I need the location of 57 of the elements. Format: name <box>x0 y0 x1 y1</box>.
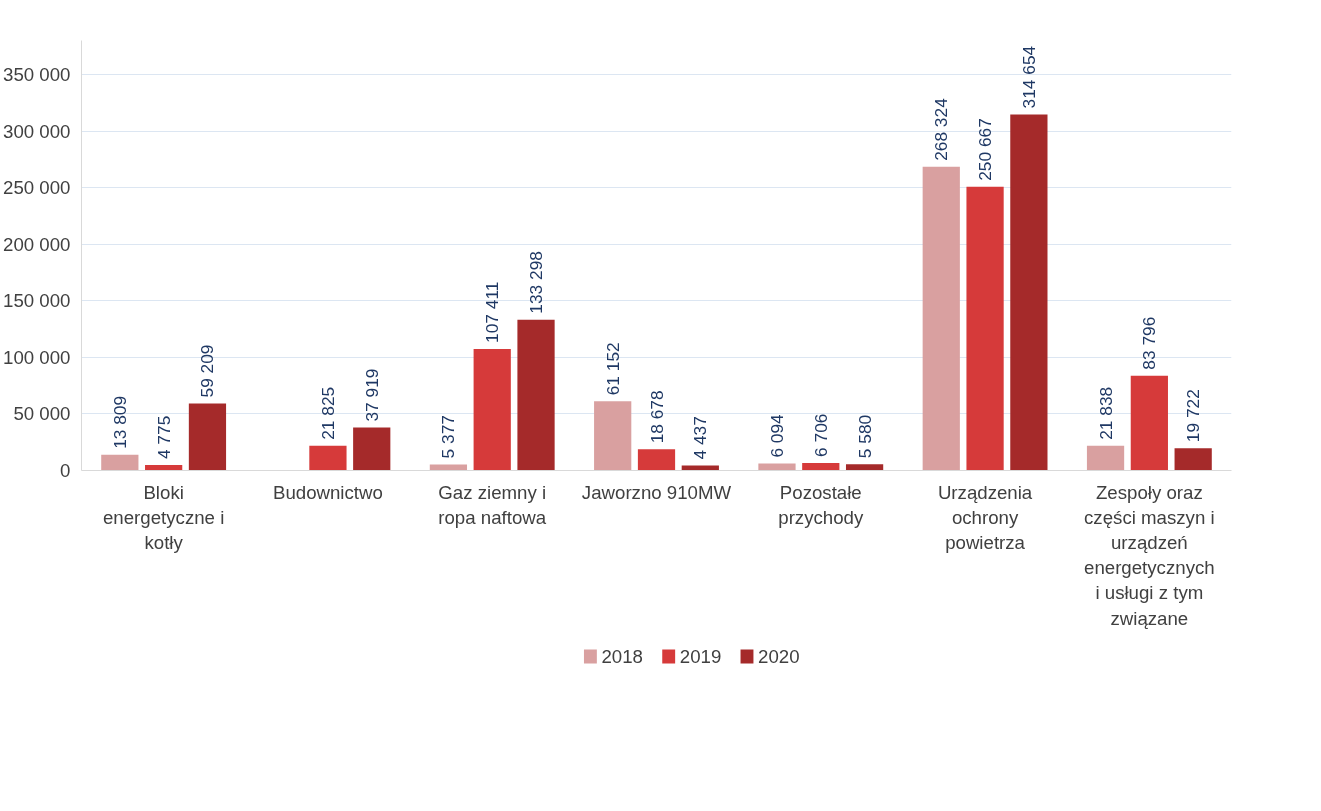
data-label: 268 324 <box>931 97 952 161</box>
x-tick-label: Gaz ziemny i ropa naftowa <box>438 481 547 528</box>
x-tick-label: Bloki energetyczne i kotły <box>102 481 225 553</box>
bar <box>845 464 884 471</box>
data-label: 250 667 <box>975 118 996 181</box>
data-label: 13 809 <box>109 395 130 449</box>
data-label: 5 377 <box>438 415 459 459</box>
x-tick-label: Zespoły oraz części maszyn i urządzeń energetycznych i usługi z tym związane <box>1084 481 1215 629</box>
bar <box>309 445 347 471</box>
x-tick-label: Pozostałe przychody <box>778 481 864 528</box>
y-tick-label: 200 000 <box>3 233 71 255</box>
data-label: 18 678 <box>646 390 667 444</box>
data-label: 21 838 <box>1095 386 1116 440</box>
y-tick-label: 150 000 <box>3 290 71 312</box>
bar <box>1010 114 1048 471</box>
bar <box>681 465 719 471</box>
bar <box>637 449 676 471</box>
y-tick-label: 350 000 <box>3 63 71 85</box>
bar <box>1130 375 1168 471</box>
bar <box>473 348 511 471</box>
bar <box>1174 448 1212 471</box>
data-label: 6 706 <box>810 413 831 457</box>
y-tick-label: 250 000 <box>3 177 71 199</box>
bar <box>188 403 227 471</box>
bar <box>1086 445 1125 471</box>
data-label: 59 209 <box>197 344 218 398</box>
data-label: 5 580 <box>854 414 875 459</box>
bar <box>594 401 632 471</box>
bar <box>922 166 960 471</box>
y-tick-label: 100 000 <box>3 346 71 368</box>
data-label: 19 722 <box>1183 389 1204 443</box>
x-tick-label: Urządzenia ochrony powietrza <box>937 481 1033 553</box>
data-label: 61 152 <box>602 342 623 396</box>
bar <box>429 464 468 471</box>
legend-label: 2018 <box>601 646 643 667</box>
data-label: 4 437 <box>690 416 711 460</box>
data-label: 83 796 <box>1139 316 1160 370</box>
data-label: 21 825 <box>317 386 338 440</box>
data-label: 314 654 <box>1018 45 1039 109</box>
bar <box>353 427 391 471</box>
bar <box>101 454 139 471</box>
data-label: 6 094 <box>766 413 787 458</box>
bar <box>517 319 555 471</box>
bar <box>802 462 840 471</box>
legend-label: 2019 <box>679 646 722 667</box>
legend-label: 2020 <box>758 646 800 667</box>
data-label: 37 919 <box>361 368 382 422</box>
y-tick-label: 0 <box>60 460 71 481</box>
bar <box>145 465 183 471</box>
data-label: 133 298 <box>526 251 547 314</box>
y-tick-label: 300 000 <box>3 120 71 142</box>
data-label: 4 775 <box>153 415 174 460</box>
data-label: 107 411 <box>482 281 503 343</box>
x-tick-label: Budownictwo <box>272 481 383 503</box>
y-tick-label: 50 000 <box>13 403 71 425</box>
x-tick-label: Jaworzno 910MW <box>581 481 732 503</box>
bar <box>966 186 1004 471</box>
